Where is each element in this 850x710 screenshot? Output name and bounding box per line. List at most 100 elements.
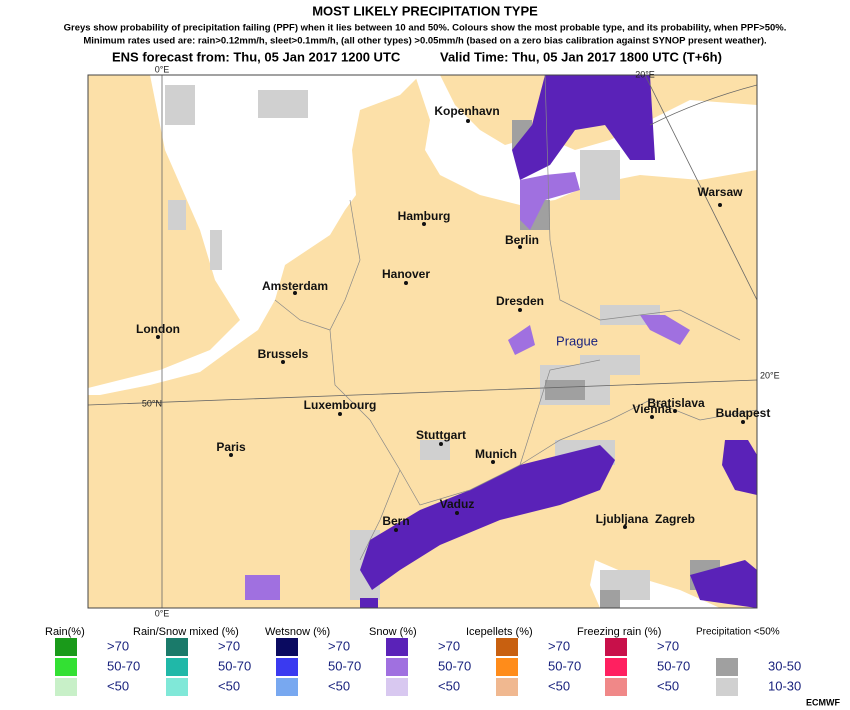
credit: ECMWF — [806, 697, 840, 707]
legend-title: Rain/Snow mixed (%) — [133, 626, 239, 638]
legend-swatch — [55, 658, 77, 676]
city-label: Hamburg — [398, 209, 451, 223]
legend-label: 50-70 — [657, 658, 690, 673]
city-label: Amsterdam — [262, 279, 328, 293]
subtitle: Greys show probability of precipitation … — [64, 23, 787, 34]
legend-swatch — [605, 678, 627, 696]
city-label: Ljubljana — [596, 512, 649, 526]
legend-swatch — [605, 658, 627, 676]
grid-label: 20°E — [760, 370, 780, 380]
legend-label: 50-70 — [438, 658, 471, 673]
valid-time: Valid Time: Thu, 05 Jan 2017 1800 UTC (T… — [440, 49, 722, 64]
city-label: Zagreb — [655, 512, 695, 526]
city-dot — [156, 335, 160, 339]
grid-label: 0°E — [155, 64, 170, 74]
city-dot — [422, 222, 426, 226]
legend-swatch — [166, 658, 188, 676]
forecast-time: ENS forecast from: Thu, 05 Jan 2017 1200… — [112, 49, 401, 64]
city-label: Dresden — [496, 294, 544, 308]
legend-label: >70 — [328, 638, 350, 653]
city-dot — [518, 245, 522, 249]
city-dot — [394, 528, 398, 532]
city-label: Paris — [216, 440, 246, 454]
legend-label: >70 — [438, 638, 460, 653]
grid-label: 50°N — [142, 398, 162, 408]
city-label: Munich — [475, 447, 517, 461]
legend-swatch — [276, 638, 298, 656]
legend-swatch — [496, 678, 518, 696]
legend-swatch — [716, 658, 738, 676]
legend-label: >70 — [218, 638, 240, 653]
city-dot — [518, 308, 522, 312]
map-frame — [87, 74, 758, 609]
legend-title: Freezing rain (%) — [577, 626, 661, 638]
city-label: Bern — [382, 514, 409, 528]
legend-swatch — [496, 638, 518, 656]
legend-swatch — [496, 658, 518, 676]
legend-swatch — [386, 678, 408, 696]
city-label: Warsaw — [698, 185, 744, 199]
map — [88, 75, 757, 608]
snow — [245, 75, 757, 608]
legend-label: 30-50 — [768, 658, 801, 673]
legend-title: Snow (%) — [369, 626, 417, 638]
legend-label: <50 — [218, 678, 240, 693]
city-label: Luxembourg — [304, 398, 377, 412]
legend-label: 10-30 — [768, 678, 801, 693]
city-dot — [718, 203, 722, 207]
legend-title: Wetsnow (%) — [265, 626, 330, 638]
subtitle: Minimum rates used are: rain>0.12mm/h, s… — [83, 36, 766, 47]
legend-swatch — [276, 678, 298, 696]
city-label: Vienna — [632, 402, 671, 416]
grid-label: 0°E — [155, 608, 170, 618]
land — [375, 110, 410, 165]
city-label: Hanover — [382, 267, 430, 281]
legend-label: <50 — [438, 678, 460, 693]
legend-label: 50-70 — [107, 658, 140, 673]
legend-label: <50 — [328, 678, 350, 693]
graticule — [88, 75, 757, 608]
title: MOST LIKELY PRECIPITATION TYPE — [312, 3, 538, 18]
city-label: Stuttgart — [416, 428, 466, 442]
legend-title: Icepellets (%) — [466, 626, 533, 638]
legend-swatch — [386, 638, 408, 656]
city-dot — [293, 291, 297, 295]
city-dot — [623, 525, 627, 529]
legend-swatch — [605, 638, 627, 656]
city-label: Kopenhavn — [434, 104, 499, 118]
city-label: Bratislava — [647, 396, 705, 410]
legend-swatch — [386, 658, 408, 676]
legend-label: 50-70 — [328, 658, 361, 673]
legend-swatch — [276, 658, 298, 676]
legend-label: >70 — [657, 638, 679, 653]
city-label: Vaduz — [440, 497, 475, 511]
borders — [274, 75, 757, 561]
legend-label: <50 — [548, 678, 570, 693]
city-dot — [741, 420, 745, 424]
legend-label: <50 — [107, 678, 129, 693]
city-dot — [281, 360, 285, 364]
city-dot — [673, 409, 677, 413]
city-label: Budapest — [716, 406, 771, 420]
sea — [88, 75, 420, 395]
legend-label: 50-70 — [218, 658, 251, 673]
legend-swatch — [166, 638, 188, 656]
city-label: London — [136, 322, 180, 336]
city-dot — [338, 412, 342, 416]
legend-swatch — [716, 678, 738, 696]
legend-label: <50 — [657, 678, 679, 693]
legend-label: >70 — [107, 638, 129, 653]
city-label: Berlin — [505, 233, 539, 247]
city-label: Prague — [556, 333, 598, 348]
city-dot — [404, 281, 408, 285]
legend-swatch — [55, 678, 77, 696]
city-dot — [455, 511, 459, 515]
grid-label: 20°E — [635, 69, 655, 79]
legend-swatch — [166, 678, 188, 696]
city-dot — [491, 460, 495, 464]
legend-title: Precipitation <50% — [696, 627, 780, 638]
city-dot — [229, 453, 233, 457]
legend-title: Rain(%) — [45, 626, 85, 638]
sea — [415, 75, 757, 205]
